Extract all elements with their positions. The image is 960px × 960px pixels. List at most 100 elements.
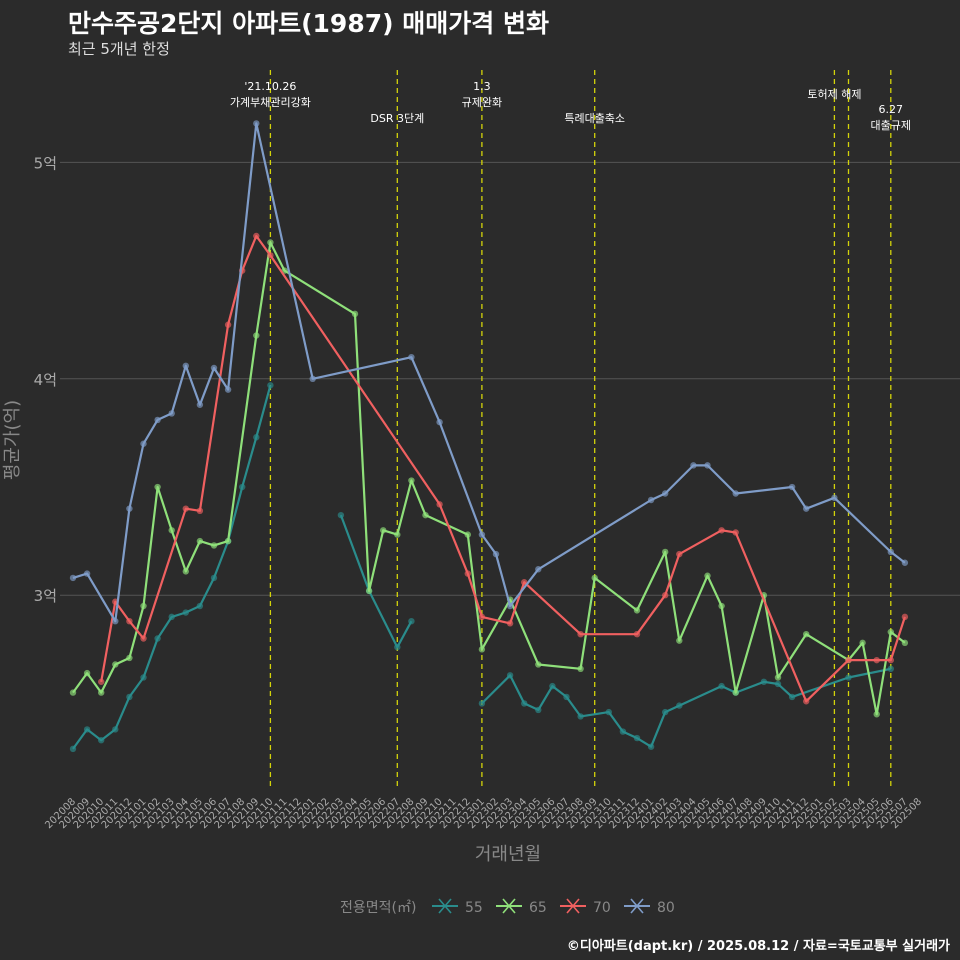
data-point-65-202204: [351, 310, 359, 318]
data-point-80-202305: [535, 566, 542, 573]
legend-cross-55: [438, 898, 452, 914]
legend-label-65: 65: [529, 900, 547, 916]
data-point-65-202009: [83, 669, 91, 677]
annotation-202309-0: 특례대출축소: [564, 112, 625, 125]
data-point-65-202410: [774, 674, 782, 681]
annotation-202207-0: DSR 3단계: [370, 112, 424, 125]
data-point-55-202104: [182, 609, 189, 616]
data-point-80-202012: [126, 505, 133, 512]
data-point-65-202308: [577, 665, 584, 673]
data-point-80-202101: [140, 440, 147, 447]
data-point-80-202201: [309, 375, 316, 383]
data-point-55-202312: [633, 734, 641, 742]
data-point-55-202310: [605, 708, 612, 716]
data-point-70-202212: [464, 570, 471, 577]
data-point-55-202101: [140, 674, 147, 681]
data-point-70-202402: [662, 592, 669, 599]
series-layer: [69, 120, 909, 753]
data-point-65-202405: [704, 572, 711, 579]
data-point-55-202105: [196, 602, 204, 610]
data-point-55-202010: [98, 737, 105, 744]
series-line-65: [72, 241, 906, 716]
data-point-55-202311: [619, 728, 627, 735]
data-point-65-202312: [633, 607, 641, 614]
policy-event-lines: [269, 70, 892, 790]
data-point-55-202409: [760, 678, 768, 685]
data-point-80-202507: [901, 559, 909, 566]
legend-key-65: 65: [496, 898, 547, 916]
data-point-55-202203: [337, 511, 345, 519]
data-point-65-202407: [732, 689, 739, 696]
data-point-80-202109: [253, 120, 260, 127]
data-point-65-202412: [803, 630, 810, 638]
data-point-65-202106: [210, 542, 218, 549]
data-point-70-202507: [901, 613, 909, 621]
data-point-70-202505: [873, 656, 880, 664]
data-point-55-202308: [577, 713, 584, 720]
data-point-70-202101: [140, 635, 147, 642]
data-point-70-202105: [196, 507, 204, 515]
grid-lines: [60, 161, 960, 596]
annotation-202301-0: 1.3: [473, 80, 491, 93]
legend-cross-65: [502, 898, 516, 914]
data-point-65-202402: [662, 548, 669, 556]
legend-key-70: 70: [560, 898, 611, 916]
series-55: [69, 382, 894, 753]
legend-cross-80: [630, 898, 644, 914]
data-point-65-202406: [718, 602, 725, 610]
data-point-80-202008: [69, 574, 77, 582]
legend-label-70: 70: [593, 900, 611, 916]
y-axis-label: 평균가(억): [2, 400, 23, 480]
data-point-70-202312: [633, 630, 641, 638]
data-point-65-202205: [365, 587, 373, 595]
data-point-55-202304: [521, 700, 528, 707]
series-80: [69, 120, 909, 625]
data-point-55-202106: [210, 574, 218, 582]
data-point-65-202207: [394, 531, 401, 538]
data-point-55-202503: [845, 674, 852, 681]
data-point-70-202301: [478, 613, 486, 621]
data-point-80-202011: [112, 617, 119, 625]
annotation-202301-1: 규제완화: [462, 96, 502, 109]
data-point-55-202411: [788, 693, 796, 701]
data-point-70-202403: [676, 550, 683, 558]
data-point-80-202102: [154, 416, 161, 424]
data-point-80-202412: [803, 505, 810, 512]
data-point-55-202110: [267, 382, 274, 389]
data-point-55-202406: [718, 682, 725, 690]
data-point-70-202503: [845, 656, 852, 664]
data-point-65-202507: [901, 639, 909, 647]
data-point-65-202208: [408, 477, 415, 484]
data-point-80-202107: [224, 386, 232, 393]
data-point-65-202206: [380, 527, 387, 534]
data-point-70-202303: [506, 620, 514, 627]
data-point-65-202209: [422, 511, 429, 519]
x-axis-label: 거래년월: [475, 844, 541, 865]
data-point-65-202212: [464, 531, 471, 538]
data-point-65-202109: [253, 332, 260, 339]
annotation-202110-1: 가계부채관리강화: [230, 96, 311, 109]
data-point-55-202108: [239, 483, 246, 491]
data-point-55-202009: [83, 726, 91, 733]
data-point-70-202109: [253, 232, 260, 240]
data-point-70-202407: [732, 529, 739, 536]
series-70: [98, 232, 909, 705]
data-point-80-202105: [196, 401, 204, 408]
data-point-55-202306: [549, 682, 556, 690]
data-point-55-202307: [563, 693, 570, 701]
series-line-55: [339, 514, 413, 649]
data-point-65-202104: [182, 568, 189, 575]
annotation-202110-0: '21.10.26: [244, 80, 296, 93]
annotation-202506-1: 대출규제: [871, 119, 911, 132]
annotation-202502-0: 토허제 해제: [807, 87, 861, 101]
data-point-80-202411: [788, 483, 796, 491]
legend-key-55: 55: [432, 898, 483, 916]
data-point-80-202303: [506, 602, 514, 610]
data-point-65-202012: [126, 654, 133, 662]
data-point-65-202301: [478, 646, 486, 653]
data-point-70-202506: [887, 656, 894, 664]
data-point-80-202210: [436, 418, 443, 426]
legend-title: 전용면적(㎡): [340, 900, 416, 916]
